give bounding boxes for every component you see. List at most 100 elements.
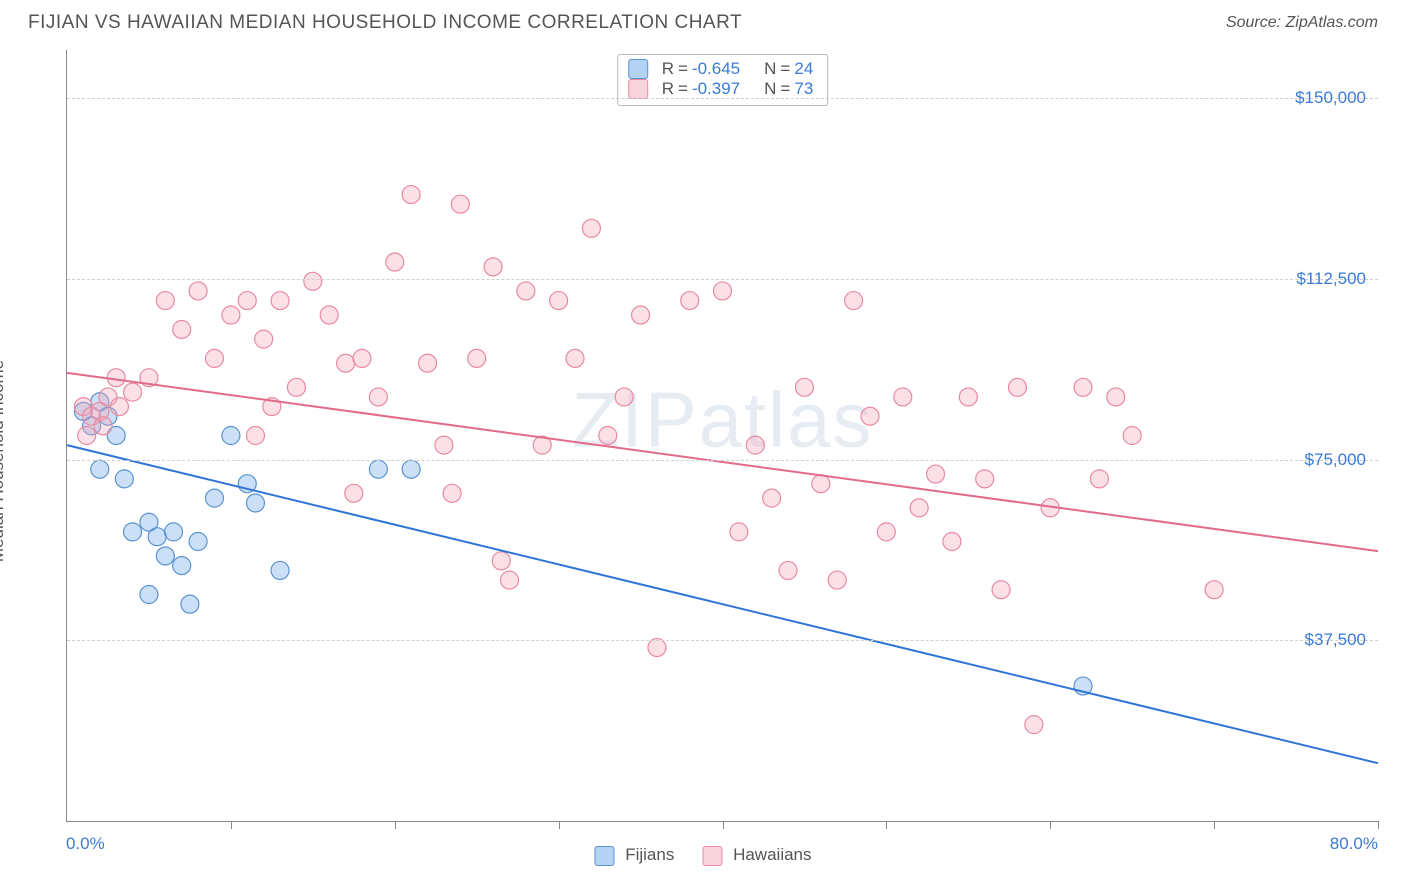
scatter-point [714,282,732,300]
scatter-point [369,460,387,478]
x-tick [1050,821,1051,829]
scatter-point [443,484,461,502]
scatter-point [779,561,797,579]
scatter-point [828,571,846,589]
scatter-point [402,460,420,478]
x-tick [723,821,724,829]
chart-header: FIJIAN VS HAWAIIAN MEDIAN HOUSEHOLD INCO… [0,0,1406,42]
scatter-point [812,475,830,493]
scatter-point [94,417,112,435]
y-axis-label: Median Household Income [0,360,8,562]
scatter-point [1090,470,1108,488]
plot-svg [67,50,1378,821]
scatter-point [304,272,322,290]
chart-title: FIJIAN VS HAWAIIAN MEDIAN HOUSEHOLD INCO… [28,12,742,34]
scatter-point [582,219,600,237]
scatter-point [566,349,584,367]
scatter-point [992,581,1010,599]
scatter-point [246,427,264,445]
scatter-point [615,388,633,406]
legend-swatch-hawaiians [702,846,722,866]
scatter-point [746,436,764,454]
scatter-point [222,427,240,445]
scatter-point [156,547,174,565]
plot-area: ZIPatlas R=-0.645 N=24 R=-0.397 N=73 $37… [66,50,1378,822]
scatter-point [369,388,387,406]
gridline [67,460,1378,461]
scatter-point [959,388,977,406]
legend-item: Hawaiians [702,845,811,866]
scatter-point [271,292,289,310]
scatter-point [1123,427,1141,445]
gridline [67,98,1378,99]
scatter-point [1074,378,1092,396]
scatter-point [110,398,128,416]
scatter-point [550,292,568,310]
scatter-point [222,306,240,324]
chart-source: Source: ZipAtlas.com [1226,14,1378,32]
x-tick [1378,821,1379,829]
scatter-point [78,427,96,445]
scatter-point [1008,378,1026,396]
x-max-label: 80.0% [1330,834,1378,854]
scatter-point [632,306,650,324]
scatter-point [107,369,125,387]
gridline [67,640,1378,641]
scatter-point [205,489,223,507]
scatter-point [894,388,912,406]
scatter-point [730,523,748,541]
scatter-point [435,436,453,454]
scatter-point [1107,388,1125,406]
scatter-point [1205,581,1223,599]
scatter-point [148,528,166,546]
scatter-point [189,533,207,551]
scatter-point [115,470,133,488]
scatter-point [927,465,945,483]
scatter-point [337,354,355,372]
y-tick-label: $37,500 [1305,630,1366,650]
y-tick-label: $75,000 [1305,450,1366,470]
scatter-point [943,533,961,551]
scatter-point [140,586,158,604]
scatter-point [451,195,469,213]
x-tick [231,821,232,829]
scatter-point [681,292,699,310]
scatter-point [173,557,191,575]
legend-item: Fijians [594,845,674,866]
scatter-point [877,523,895,541]
trend-line [67,373,1378,551]
trend-line [67,445,1378,763]
scatter-point [402,186,420,204]
scatter-point [124,523,142,541]
y-tick-label: $150,000 [1295,88,1366,108]
scatter-point [189,282,207,300]
scatter-point [500,571,518,589]
scatter-point [246,494,264,512]
scatter-point [238,292,256,310]
x-tick [886,821,887,829]
scatter-point [1025,716,1043,734]
scatter-point [845,292,863,310]
series-legend: Fijians Hawaiians [594,845,811,866]
scatter-point [287,378,305,396]
scatter-point [484,258,502,276]
x-tick [395,821,396,829]
x-min-label: 0.0% [66,834,105,854]
y-tick-label: $112,500 [1296,269,1366,289]
scatter-point [255,330,273,348]
scatter-point [386,253,404,271]
scatter-point [271,561,289,579]
chart-area: Median Household Income ZIPatlas R=-0.64… [28,50,1378,872]
scatter-point [181,595,199,613]
scatter-point [124,383,142,401]
scatter-point [795,378,813,396]
scatter-point [976,470,994,488]
scatter-point [419,354,437,372]
scatter-point [320,306,338,324]
scatter-point [492,552,510,570]
scatter-point [763,489,781,507]
scatter-point [165,523,183,541]
scatter-point [173,320,191,338]
gridline [67,279,1378,280]
scatter-point [205,349,223,367]
